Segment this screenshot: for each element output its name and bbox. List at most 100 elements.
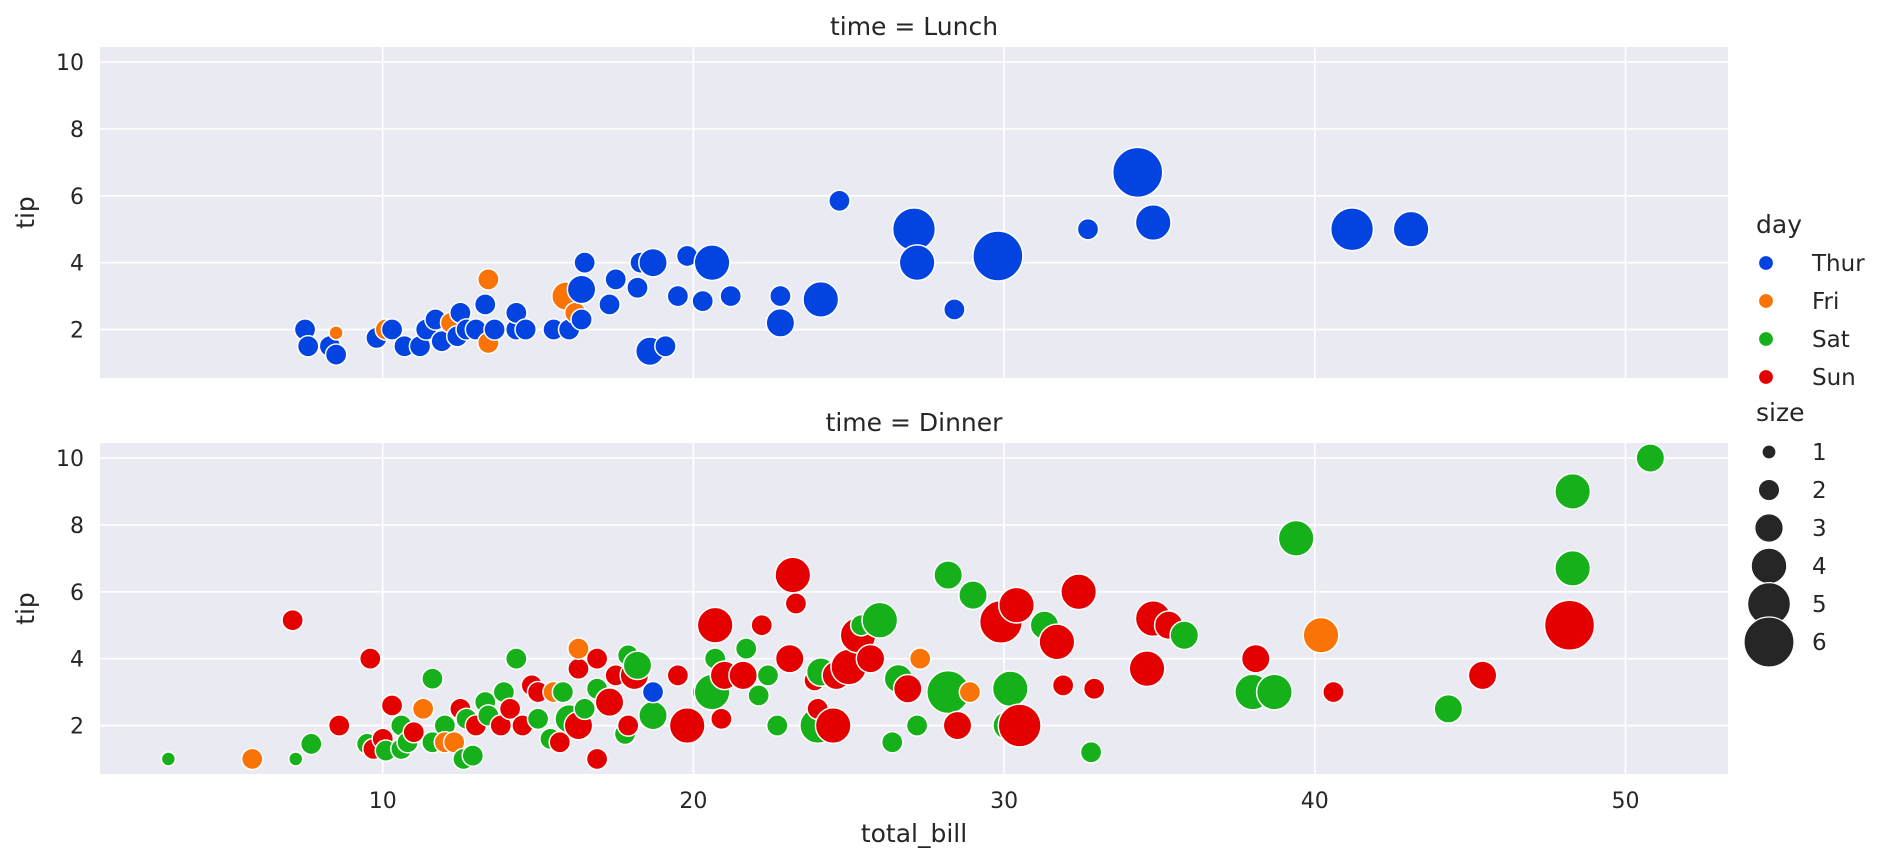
legend-marker-sat — [1757, 330, 1775, 348]
scatter-point — [514, 318, 537, 341]
scatter-point — [1111, 146, 1164, 199]
legend-marker-sun — [1757, 368, 1775, 386]
scatter-point — [765, 307, 796, 338]
scatter-point — [765, 714, 789, 737]
scatter-point — [719, 284, 743, 308]
scatter-point — [358, 647, 382, 671]
scatter-point — [421, 667, 444, 691]
scatter-point — [774, 556, 812, 594]
y-tick-label: 10 — [56, 51, 84, 76]
scatter-point — [567, 637, 590, 660]
scatter-point — [891, 207, 937, 252]
scatter-point — [641, 680, 665, 704]
scatter-point — [710, 707, 733, 731]
legend-marker-thur — [1757, 254, 1775, 272]
ticks-dinner: 2 4 6 8 10 10 20 30 40 50 — [56, 447, 1639, 814]
x-tick-label: 40 — [1301, 789, 1329, 814]
scatter-point — [1082, 677, 1106, 701]
scatter-point — [802, 280, 840, 318]
scatter-point — [693, 244, 731, 282]
scatter-point — [696, 606, 734, 644]
scatter-point — [654, 334, 677, 358]
scatter-point — [666, 284, 690, 308]
scatter-point — [604, 268, 628, 291]
scatter-point — [828, 189, 851, 213]
size-legend-marker — [1757, 478, 1781, 502]
scatter-point — [461, 744, 485, 767]
legend-label-sun: Sun — [1812, 365, 1856, 391]
scatter-point — [1240, 643, 1271, 674]
scatter-point — [573, 251, 597, 275]
scatter-point — [997, 703, 1042, 748]
points-dinner — [160, 443, 1666, 771]
scatter-point — [1392, 210, 1430, 248]
scatter-point — [892, 673, 923, 704]
legend-marker-fri — [1757, 292, 1775, 310]
scatter-point — [327, 714, 351, 737]
scatter-point — [477, 268, 500, 291]
scatter-point — [299, 732, 323, 756]
scatter-point — [281, 608, 304, 632]
x-tick-label: 10 — [369, 789, 397, 814]
y-tick-label: 6 — [70, 581, 84, 606]
scatter-point — [160, 751, 177, 767]
facet-dinner: 2 4 6 8 10 10 20 30 40 50 time = Dinner tip — [11, 408, 1728, 814]
scatter-point — [638, 247, 668, 278]
scatter-point — [943, 298, 966, 321]
y-tick-label: 10 — [56, 447, 84, 472]
scatter-point — [504, 647, 528, 671]
scatter-point — [1060, 573, 1098, 611]
scatter-point — [750, 613, 774, 637]
scatter-point — [1467, 660, 1498, 691]
y-axis-title-lunch: tip — [11, 196, 40, 229]
scatter-point — [942, 710, 973, 741]
size-legend-title: size — [1756, 398, 1804, 427]
facet-lunch: 2 4 6 8 10 time = Lunch tip — [11, 12, 1728, 378]
scatter-point — [933, 560, 964, 591]
scatter-point — [1038, 623, 1076, 661]
size-legend-label: 6 — [1812, 630, 1827, 656]
scatter-point — [880, 730, 904, 754]
scatter-point — [573, 697, 597, 721]
x-tick-label: 50 — [1611, 789, 1639, 814]
scatter-point — [1329, 207, 1375, 252]
scatter-point — [769, 284, 792, 308]
scatter-point — [666, 664, 690, 687]
size-legend-marker — [1750, 547, 1788, 585]
scatter-point — [616, 714, 640, 737]
scatter-point — [402, 720, 426, 744]
scatter-point — [598, 293, 621, 316]
x-tick-label: 20 — [679, 789, 707, 814]
scatter-point — [1554, 549, 1592, 587]
scatter-point — [1543, 599, 1596, 651]
scatter-point — [1554, 472, 1592, 511]
y-tick-label: 4 — [70, 252, 84, 277]
x-axis-title: total_bill — [861, 819, 967, 848]
y-tick-label: 4 — [70, 648, 84, 673]
scatter-point — [861, 601, 899, 639]
scatter-point — [566, 274, 597, 305]
size-legend-label: 5 — [1812, 592, 1827, 618]
ticks-lunch: 2 4 6 8 10 — [56, 51, 84, 343]
scatter-point — [1079, 740, 1103, 764]
legend-label-sat: Sat — [1812, 327, 1850, 353]
legend-label-thur: Thur — [1811, 251, 1865, 277]
scatter-point — [1169, 620, 1200, 651]
scatter-point — [784, 592, 808, 615]
y-tick-label: 8 — [70, 118, 84, 143]
scatter-point — [1635, 443, 1666, 473]
scatter-point — [1322, 680, 1345, 704]
y-axis-title-dinner: tip — [11, 592, 40, 625]
size-legend-marker — [1743, 616, 1795, 668]
scatter-point — [1128, 650, 1166, 688]
scatter-point — [691, 289, 715, 313]
points-lunch — [293, 146, 1430, 367]
scatter-point — [905, 714, 929, 737]
scatter-point — [991, 670, 1029, 708]
size-legend-marker — [1754, 513, 1784, 543]
scatter-point — [734, 637, 758, 660]
scatter-point — [551, 680, 575, 704]
legend: day Thur Fri Sat Sun size 1 2 3 4 5 6 — [1743, 210, 1865, 668]
scatter-point — [296, 334, 320, 358]
scatter-point — [774, 643, 805, 674]
